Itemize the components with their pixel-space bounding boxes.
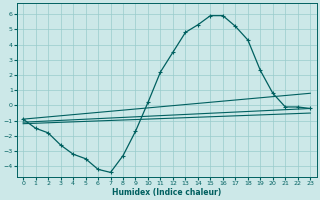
- X-axis label: Humidex (Indice chaleur): Humidex (Indice chaleur): [112, 188, 221, 197]
